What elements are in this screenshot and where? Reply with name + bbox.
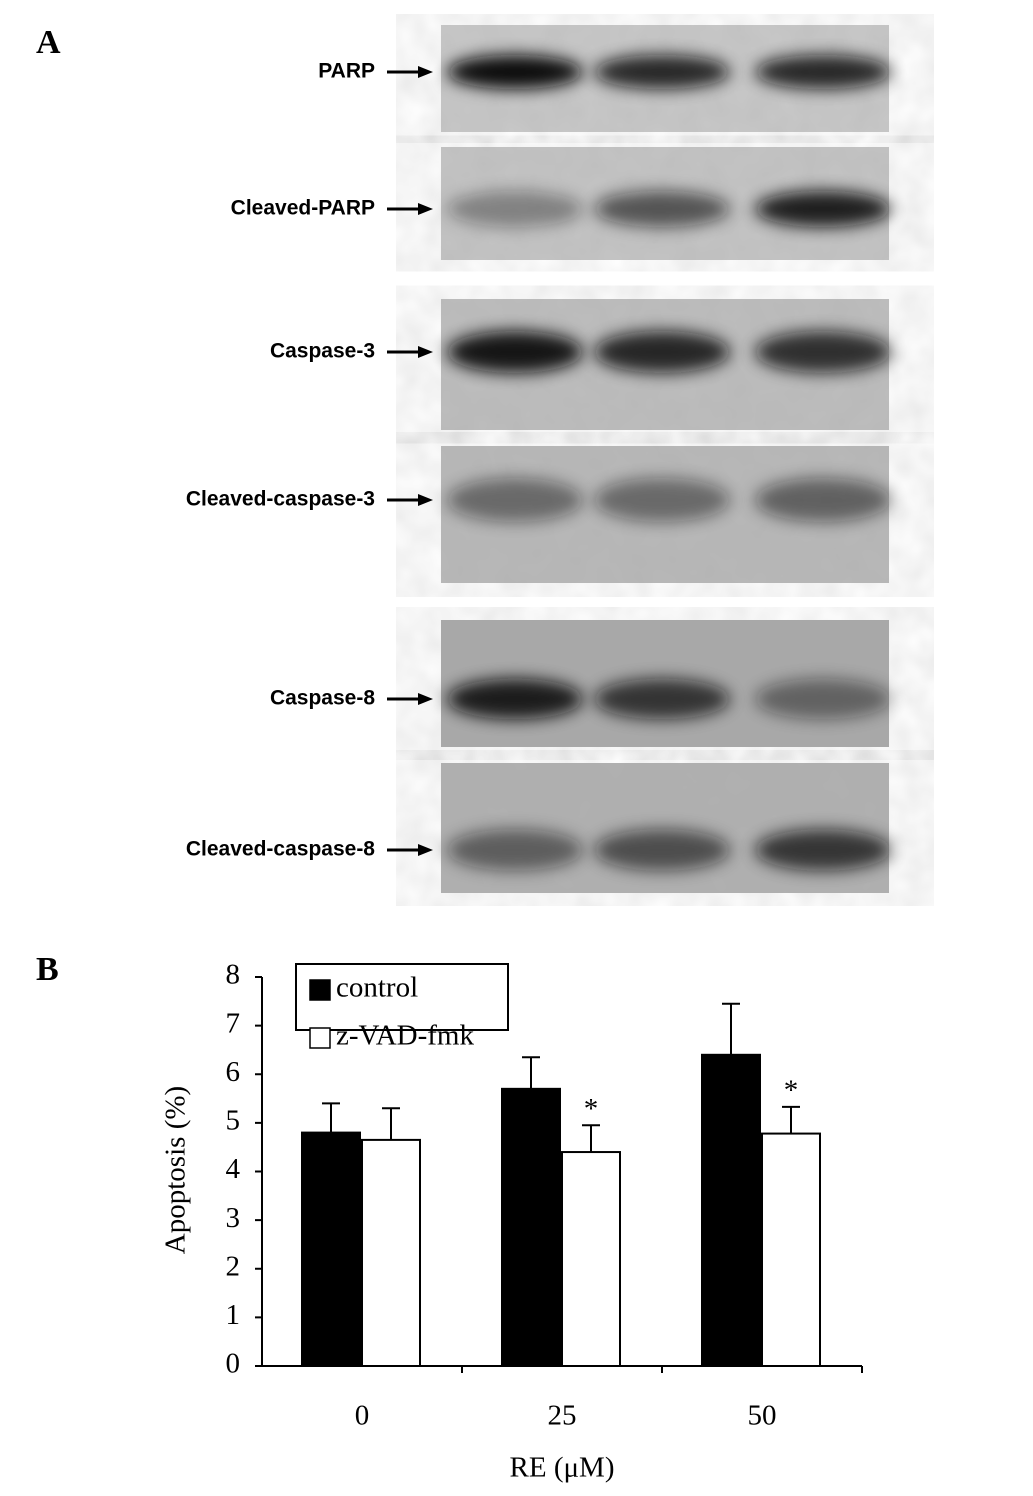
blot-label: Caspase-3 [270,340,375,363]
band [755,478,891,522]
legend [295,963,509,1031]
blot-label: Cleaved-caspase-8 [186,838,375,861]
band [447,829,583,871]
blot-label: Cleaved-PARP [231,197,375,220]
blot-label: Cleaved-caspase-3 [186,488,375,511]
x-tick-label: 50 [748,1400,777,1432]
panel-label: A [36,24,61,61]
significance-label: * [584,1093,599,1125]
arrow-head [418,203,433,215]
y-tick-label: 3 [226,1202,241,1234]
band [594,54,730,90]
band [594,331,730,373]
blot-label: Caspase-8 [270,687,375,710]
band [447,331,583,373]
blot-label: PARP [318,60,375,83]
band [447,54,583,90]
significance-label: * [784,1074,799,1106]
panel-label: B [36,951,59,988]
y-tick-label: 0 [226,1348,241,1380]
bar [561,1151,621,1368]
bar [361,1138,421,1368]
bar [501,1087,561,1368]
band [447,190,583,228]
bar [761,1132,821,1368]
y-tick-label: 5 [226,1105,241,1137]
blots: PARP Cleaved-PARP Caspase-3 Cleaved-caspase… [186,25,891,893]
chart: 0 1 2 3 4 5 6 7 8 0 25 50 * * control z-VAD-fmk RE (μM) A… [160,959,863,1484]
y-tick-label: 7 [226,1007,241,1039]
band [594,829,730,871]
blot-noise [441,763,889,893]
arrow-head [418,693,433,705]
y-tick-label: 1 [226,1299,241,1331]
band [594,478,730,522]
band [755,190,891,228]
legend-swatch [309,979,331,1001]
x-axis-title: RE (μM) [510,1452,615,1484]
arrow-head [418,844,433,856]
y-tick-label: 2 [226,1250,241,1282]
arrow-head [418,346,433,358]
legend-label: control [336,972,418,1004]
legend-label: z-VAD-fmk [336,1020,474,1052]
y-axis-title: Apoptosis (%) [160,1086,192,1254]
band [755,829,891,871]
band [755,54,891,90]
band [594,190,730,228]
y-tick-label: 8 [226,959,241,991]
band [447,678,583,720]
x-tick-label: 0 [355,1400,370,1432]
band [447,478,583,522]
band [755,331,891,373]
arrow-head [418,66,433,78]
y-tick-label: 4 [226,1153,241,1185]
x-tick-label: 25 [548,1400,577,1432]
y-tick-label: 6 [226,1056,241,1088]
bar [301,1131,361,1367]
band [755,678,891,720]
bar [701,1053,761,1368]
arrow-head [418,494,433,506]
legend-swatch [309,1027,331,1049]
band [594,678,730,720]
